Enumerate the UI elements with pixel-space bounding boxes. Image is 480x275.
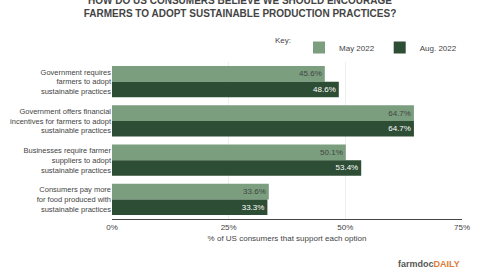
svg-text:64.7%: 64.7% — [388, 124, 411, 133]
svg-text:Government requiresfarmers to: Government requiresfarmers to adoptsusta… — [41, 68, 112, 97]
svg-text:45.6%: 45.6% — [299, 69, 322, 78]
svg-text:May 2022: May 2022 — [339, 44, 375, 53]
svg-text:% of US consumers that support: % of US consumers that support each opti… — [208, 234, 367, 243]
svg-text:farmdocDAILY: farmdocDAILY — [398, 259, 460, 269]
svg-text:64.7%: 64.7% — [388, 109, 411, 118]
svg-text:75%: 75% — [454, 223, 470, 232]
svg-text:53.4%: 53.4% — [336, 163, 359, 172]
svg-text:50.1%: 50.1% — [320, 148, 343, 157]
svg-text:Businesses require farmersuppl: Businesses require farmersuppliers to ad… — [23, 146, 111, 175]
svg-text:Key:: Key: — [275, 36, 291, 45]
svg-text:Consumers pay morefor food pro: Consumers pay morefor food produced with… — [37, 185, 111, 214]
svg-text:HOW DO US CONSUMERS BELIEVE WE: HOW DO US CONSUMERS BELIEVE WE SHOULD EN… — [84, 0, 397, 19]
svg-text:Aug. 2022: Aug. 2022 — [420, 44, 457, 53]
svg-text:33.3%: 33.3% — [242, 203, 265, 212]
svg-text:Government offers financialinc: Government offers financialincentives fo… — [10, 107, 112, 136]
svg-text:25%: 25% — [221, 223, 237, 232]
svg-text:0%: 0% — [106, 223, 118, 232]
svg-text:50%: 50% — [337, 223, 353, 232]
svg-text:33.6%: 33.6% — [243, 187, 266, 196]
svg-text:48.6%: 48.6% — [313, 85, 336, 94]
